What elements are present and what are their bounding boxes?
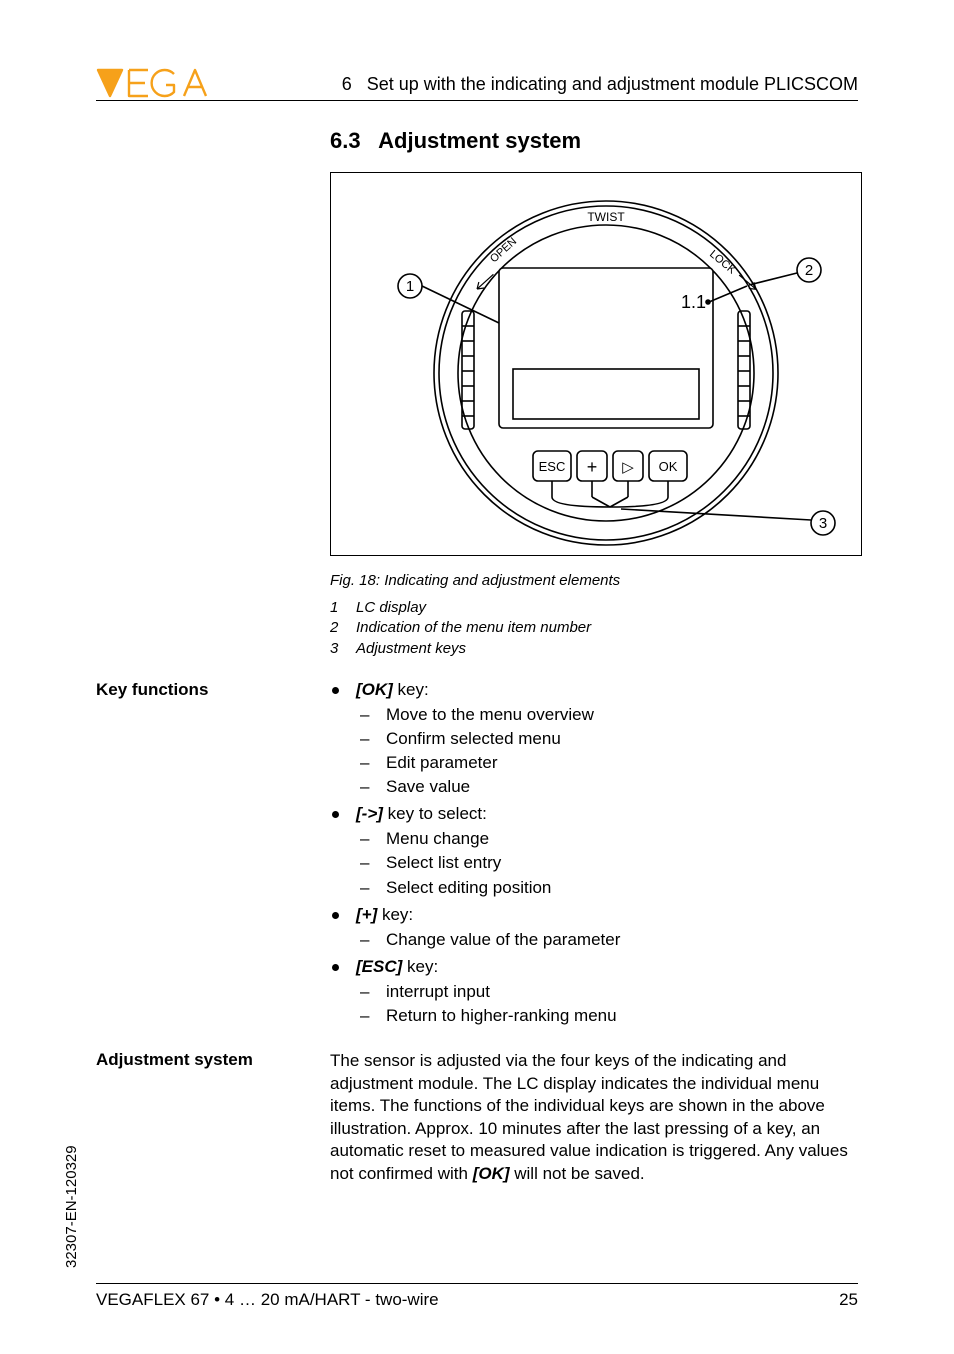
- svg-text:1: 1: [406, 278, 414, 295]
- list-subitem: Change value of the parameter: [330, 929, 860, 951]
- page-header: 6 Set up with the indicating and adjustm…: [342, 74, 858, 95]
- doc-code: 32307-EN-120329: [63, 1145, 80, 1268]
- list-item: [ESC] key:: [330, 957, 860, 977]
- legend-item: 1LC display: [330, 598, 591, 618]
- list-subitem: Confirm selected menu: [330, 728, 860, 750]
- list-subitem: Return to higher-ranking menu: [330, 1005, 860, 1027]
- list-item: [OK] key:: [330, 680, 860, 700]
- section-title: Adjustment system: [378, 128, 581, 153]
- svg-text:TWIST: TWIST: [587, 210, 625, 224]
- adjustment-system-label: Adjustment system: [96, 1050, 253, 1070]
- list-subitem: Menu change: [330, 828, 860, 850]
- footer-rule: [96, 1283, 858, 1284]
- list-subitem: Edit parameter: [330, 752, 860, 774]
- legend-item: 3Adjustment keys: [330, 639, 591, 659]
- list-item: [+] key:: [330, 905, 860, 925]
- svg-text:3: 3: [819, 515, 827, 532]
- header-chapter: 6: [342, 74, 352, 94]
- footer-left: VEGAFLEX 67 • 4 … 20 mA/HART - two-wire: [96, 1290, 439, 1310]
- figure-18: TWIST OPEN LOCK: [330, 172, 862, 556]
- list-subitem: Select editing position: [330, 877, 860, 899]
- figure-caption: Fig. 18: Indicating and adjustment eleme…: [330, 572, 620, 589]
- key-functions-list: [OK] key: Move to the menu overview Conf…: [330, 680, 860, 1029]
- legend-item: 2Indication of the menu item number: [330, 618, 591, 638]
- key-functions-label: Key functions: [96, 680, 208, 700]
- adjustment-system-text: The sensor is adjusted via the four keys…: [330, 1050, 860, 1186]
- header-title: Set up with the indicating and adjustmen…: [367, 74, 858, 94]
- figure-legend: 1LC display 2Indication of the menu item…: [330, 598, 591, 659]
- svg-text:▷: ▷: [622, 459, 634, 476]
- svg-text:+: +: [587, 457, 598, 477]
- svg-text:2: 2: [805, 262, 813, 279]
- header-rule: [96, 100, 858, 101]
- page-number: 25: [839, 1290, 858, 1310]
- brand-logo: [96, 68, 216, 103]
- svg-text:OK: OK: [659, 459, 678, 474]
- svg-text:1.1: 1.1: [681, 292, 706, 312]
- svg-text:ESC: ESC: [539, 459, 566, 474]
- section-number: 6.3: [330, 128, 361, 153]
- list-subitem: Select list entry: [330, 852, 860, 874]
- list-item: [->] key to select:: [330, 804, 860, 824]
- list-subitem: interrupt input: [330, 981, 860, 1003]
- list-subitem: Move to the menu overview: [330, 704, 860, 726]
- list-subitem: Save value: [330, 776, 860, 798]
- section-heading: 6.3 Adjustment system: [330, 128, 581, 154]
